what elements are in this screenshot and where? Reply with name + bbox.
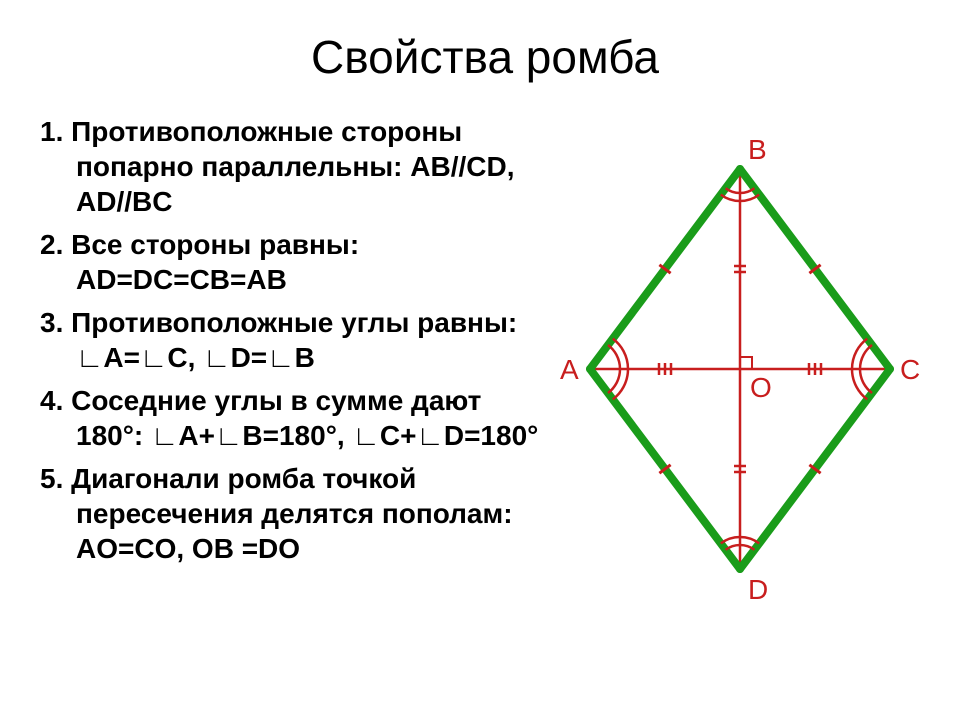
vertex-label-B: B — [748, 134, 767, 165]
rhombus-diagram: A B C D O — [550, 114, 930, 654]
vertex-label-C: C — [900, 354, 920, 385]
property-item: Соседние углы в сумме дают 180°: ∟A+∟B=1… — [40, 383, 550, 453]
property-item: Противоположные стороны попарно параллел… — [40, 114, 550, 219]
property-item: Все стороны равны: AD=DC=CB=AB — [40, 227, 550, 297]
vertex-label-D: D — [748, 574, 768, 605]
property-item: Диагонали ромба точкой пересечения делят… — [40, 461, 550, 566]
vertex-label-A: A — [560, 354, 579, 385]
page-title: Свойства ромба — [40, 30, 930, 84]
vertex-label-O: O — [750, 372, 772, 403]
property-item: Противоположные углы равны: ∟А=∟C, ∟D=∟B — [40, 305, 550, 375]
properties-list: Противоположные стороны попарно параллел… — [40, 114, 550, 574]
